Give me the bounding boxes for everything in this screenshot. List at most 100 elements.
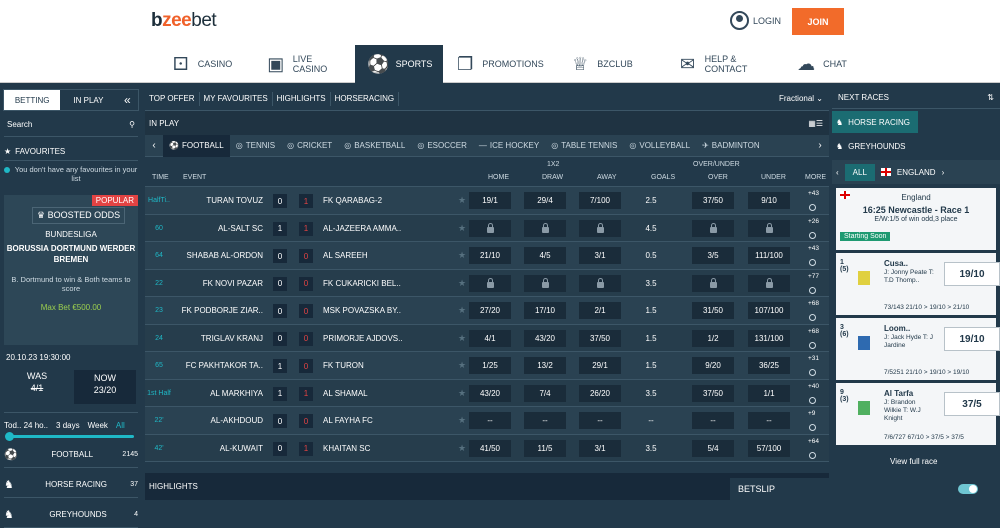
sport-tab-ice-hockey[interactable]: ― ICE HOCKEY bbox=[478, 141, 540, 150]
login-button[interactable]: LOGIN bbox=[730, 11, 781, 30]
away-team[interactable]: AL SHAMAL bbox=[323, 388, 368, 398]
odds-h[interactable]: 4/1 bbox=[469, 329, 511, 347]
odds-a[interactable] bbox=[579, 219, 621, 237]
chevron-left-icon[interactable]: ‹ bbox=[836, 167, 839, 177]
odds-d[interactable]: -- bbox=[524, 412, 566, 429]
home-team[interactable]: AL-SALT SC bbox=[217, 223, 263, 233]
odds-o[interactable]: 1/2 bbox=[692, 329, 734, 347]
center-tab[interactable]: MY FAVOURITES bbox=[200, 91, 273, 106]
collapse-icon[interactable]: « bbox=[123, 93, 131, 107]
favourites-header[interactable]: ★ FAVOURITES bbox=[4, 143, 138, 161]
nav-live-casino[interactable]: ▣ LIVE CASINO bbox=[254, 45, 336, 83]
view-toggle-icon[interactable]: ▦☰ bbox=[808, 118, 823, 128]
odds-u[interactable]: 131/100 bbox=[748, 329, 790, 347]
favourite-star-icon[interactable]: ★ bbox=[458, 222, 467, 233]
odds-format-select[interactable]: Fractional ⌄ bbox=[778, 94, 823, 103]
search-icon[interactable]: ⚲ bbox=[129, 120, 135, 129]
away-team[interactable]: MSK POVAZSKA BY.. bbox=[323, 306, 401, 315]
chevron-left-icon[interactable]: ‹ bbox=[152, 140, 156, 151]
home-team[interactable]: FK NOVI PAZAR bbox=[202, 278, 263, 288]
odds-a[interactable]: 3/1 bbox=[579, 247, 621, 264]
bzeebet-logo[interactable]: bzeebet bbox=[151, 10, 217, 31]
runner-odds-button[interactable]: 19/10 bbox=[944, 262, 1000, 286]
favourite-star-icon[interactable]: ★ bbox=[458, 305, 467, 315]
race-card[interactable]: England 16:25 Newcastle - Race 1 E/W:1/5… bbox=[836, 188, 996, 250]
center-tab[interactable]: HORSERACING bbox=[331, 91, 400, 106]
favourite-star-icon[interactable]: ★ bbox=[458, 360, 467, 370]
sport-tab-esoccer[interactable]: ◎ ESOCCER bbox=[417, 141, 467, 150]
stats-icon[interactable] bbox=[809, 231, 816, 239]
sport-tab-table-tennis[interactable]: ◎ TABLE TENNIS bbox=[551, 141, 618, 150]
odds-a[interactable] bbox=[579, 274, 621, 292]
odds-h[interactable]: 19/1 bbox=[469, 192, 511, 209]
away-team[interactable]: FK QARABAG-2 bbox=[323, 196, 383, 205]
home-team[interactable]: AL-KUWAIT bbox=[219, 443, 263, 453]
home-team[interactable]: AL MARKHIYA bbox=[210, 388, 263, 398]
filter-all[interactable]: ALL bbox=[844, 163, 875, 181]
nav-bzclub[interactable]: ♕ BZCLUB bbox=[560, 45, 640, 83]
more-markets[interactable]: +31 bbox=[808, 355, 820, 362]
sport-tab-basketball[interactable]: ◎ BASKETBALL bbox=[344, 141, 406, 150]
away-team[interactable]: FK CUKARICKI BEL.. bbox=[323, 278, 401, 288]
more-markets[interactable]: +43 bbox=[808, 245, 820, 252]
time-slider[interactable] bbox=[5, 432, 134, 441]
odds-d[interactable]: 13/2 bbox=[524, 357, 566, 374]
away-team[interactable]: AL-JAZEERA AMMA.. bbox=[323, 223, 402, 233]
home-team[interactable]: TRIGLAV KRANJ bbox=[200, 333, 263, 343]
nav-promotions[interactable]: ❐ PROMOTIONS bbox=[452, 45, 544, 83]
home-team[interactable]: SHABAB AL-ORDON bbox=[186, 251, 263, 260]
odds-h[interactable] bbox=[469, 274, 511, 292]
odds-d[interactable]: 43/20 bbox=[524, 329, 566, 347]
odds-a[interactable]: 26/20 bbox=[579, 384, 621, 402]
home-team[interactable]: AL-AKHDOUD bbox=[210, 416, 263, 425]
odds-h[interactable]: 41/50 bbox=[469, 439, 511, 457]
favourite-star-icon[interactable]: ★ bbox=[458, 415, 467, 425]
chevron-right-icon[interactable]: › bbox=[941, 167, 945, 177]
boosted-odds-card[interactable]: POPULAR ♛ BOOSTED ODDS BUNDESLIGA BORUSS… bbox=[4, 195, 138, 345]
search-input[interactable]: Search ⚲ bbox=[4, 117, 138, 137]
favourite-star-icon[interactable]: ★ bbox=[458, 277, 467, 288]
away-team[interactable]: AL FAYHA FC bbox=[323, 416, 373, 425]
sidebar-sport-item[interactable]: ♞ GREYHOUNDS 4 bbox=[4, 502, 138, 528]
odds-a[interactable]: 2/1 bbox=[579, 302, 621, 319]
time-filter-0[interactable]: Tod.. 24 ho.. bbox=[4, 421, 49, 430]
runner-odds-button[interactable]: 37/5 bbox=[944, 392, 1000, 416]
more-markets[interactable]: +43 bbox=[808, 190, 820, 197]
favourite-star-icon[interactable]: ★ bbox=[458, 332, 467, 343]
more-markets[interactable]: +26 bbox=[808, 217, 820, 225]
odds-h[interactable]: -- bbox=[469, 412, 511, 429]
away-team[interactable]: AL SAREEH bbox=[323, 251, 368, 260]
favourite-star-icon[interactable]: ★ bbox=[458, 442, 467, 453]
away-team[interactable]: KHAITAN SC bbox=[323, 443, 371, 453]
odds-h[interactable]: 27/20 bbox=[469, 302, 511, 319]
odds-d[interactable] bbox=[524, 274, 566, 292]
view-full-race-link[interactable]: View full race bbox=[890, 457, 938, 466]
time-filter-3[interactable]: All bbox=[115, 421, 125, 430]
tab-inplay[interactable]: IN PLAY bbox=[73, 95, 104, 105]
odds-o[interactable]: 5/4 bbox=[692, 439, 734, 457]
nav-help[interactable]: ✉ HELP & CONTACT bbox=[670, 45, 752, 83]
center-tab[interactable]: TOP OFFER bbox=[145, 91, 200, 106]
odds-u[interactable]: 57/100 bbox=[748, 439, 790, 457]
odds-a[interactable]: 29/1 bbox=[579, 357, 621, 374]
odds-o[interactable]: 37/50 bbox=[692, 384, 734, 402]
stats-icon[interactable] bbox=[809, 204, 816, 211]
odds-d[interactable]: 4/5 bbox=[524, 247, 566, 264]
home-team[interactable]: FK PODBORJE ZIAR.. bbox=[181, 306, 263, 315]
center-tab[interactable]: HIGHLIGHTS bbox=[273, 91, 331, 106]
stats-icon[interactable] bbox=[809, 341, 816, 349]
odds-u[interactable]: 111/100 bbox=[748, 247, 790, 264]
more-markets[interactable]: +68 bbox=[808, 300, 820, 307]
odds-o[interactable]: -- bbox=[692, 412, 734, 429]
home-team[interactable]: FC PAKHTAKOR TA.. bbox=[185, 361, 263, 370]
sidebar-sport-item[interactable]: ⚽ FOOTBALL 2145 bbox=[4, 442, 138, 468]
stats-icon[interactable] bbox=[809, 314, 816, 321]
odds-u[interactable]: 9/10 bbox=[748, 192, 790, 209]
more-markets[interactable]: +68 bbox=[808, 327, 820, 335]
odds-h[interactable]: 43/20 bbox=[469, 384, 511, 402]
sidebar-sport-item[interactable]: ♞ HORSE RACING 37 bbox=[4, 472, 138, 498]
odds-d[interactable] bbox=[524, 219, 566, 237]
odds-u[interactable] bbox=[748, 219, 790, 237]
filter-england[interactable]: ENGLAND bbox=[896, 167, 936, 177]
odds-h[interactable]: 21/10 bbox=[469, 247, 511, 264]
